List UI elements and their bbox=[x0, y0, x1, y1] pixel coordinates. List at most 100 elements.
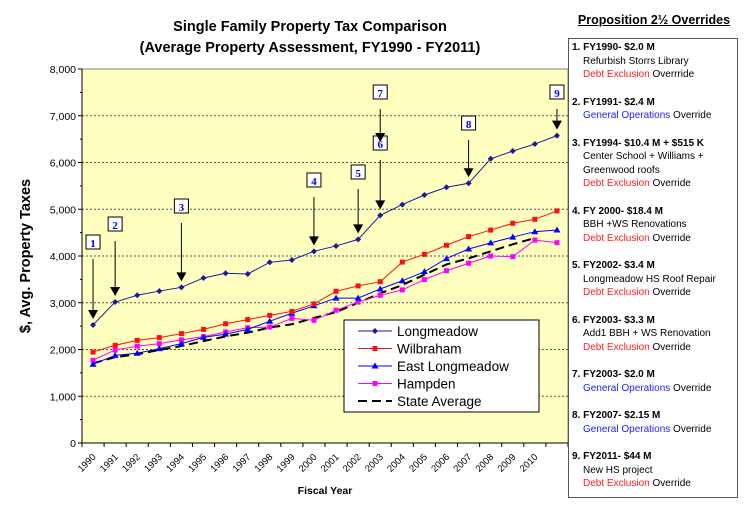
data-point bbox=[134, 292, 141, 299]
data-point bbox=[376, 285, 384, 292]
y-tick-label: 2,000 bbox=[50, 345, 76, 357]
data-point bbox=[200, 333, 207, 340]
data-point bbox=[372, 328, 378, 334]
override-heading: 3. FY1994- $10.4 M + $515 K bbox=[572, 137, 705, 149]
data-point bbox=[134, 343, 140, 349]
x-tick-label: 2007 bbox=[451, 452, 474, 475]
x-tick-label: 1993 bbox=[142, 452, 165, 475]
override-description: Add1 BBH + WS Renovation bbox=[583, 328, 711, 339]
data-point bbox=[112, 342, 118, 348]
arrow-head-icon bbox=[463, 168, 474, 178]
x-tick-label: 1996 bbox=[208, 452, 231, 475]
data-point bbox=[156, 288, 163, 295]
x-tick-label: 1992 bbox=[120, 452, 143, 475]
override-heading: 2. FY1991- $2.4 M bbox=[572, 96, 655, 108]
data-point bbox=[311, 301, 317, 307]
data-point bbox=[289, 308, 295, 314]
annotation-label: 6 bbox=[377, 139, 383, 151]
override-description: Center School + Williams + bbox=[583, 151, 704, 162]
override-type: Debt Exclusion Override bbox=[583, 478, 691, 489]
override-heading: 5. FY2002- $3.4 M bbox=[572, 260, 655, 271]
data-point bbox=[244, 325, 252, 332]
data-point bbox=[399, 259, 405, 265]
override-heading: 6. FY2003- $3.3 M bbox=[572, 314, 655, 326]
annotation-box bbox=[173, 198, 189, 214]
data-point bbox=[310, 248, 317, 255]
x-tick-label: 1991 bbox=[98, 452, 121, 475]
data-point bbox=[531, 228, 539, 235]
annotation-box bbox=[350, 164, 366, 180]
data-point bbox=[89, 360, 97, 367]
data-point bbox=[90, 357, 96, 363]
data-point bbox=[111, 351, 119, 358]
override-item: 5. FY2002- $3.4 M Longmeadow HS Roof Repa… bbox=[572, 259, 734, 300]
data-point bbox=[355, 283, 361, 289]
data-point bbox=[399, 287, 405, 293]
data-point bbox=[443, 255, 450, 262]
legend-label: Hampden bbox=[397, 377, 456, 392]
annotation-label: 1 bbox=[90, 238, 96, 250]
override-heading: 9. FY2011- $44 M bbox=[572, 451, 652, 462]
annotation-1: 1 bbox=[85, 234, 101, 319]
data-point bbox=[266, 259, 273, 266]
data-point bbox=[333, 307, 339, 313]
y-tick-label: 1,000 bbox=[50, 391, 76, 403]
data-point bbox=[289, 315, 295, 321]
data-point bbox=[178, 284, 185, 291]
annotation-6: 6 bbox=[372, 135, 388, 210]
data-point bbox=[399, 201, 406, 208]
override-description: BBH +WS Renovations bbox=[583, 219, 687, 230]
arrow-head-icon bbox=[110, 287, 121, 297]
override-item: 4. FY 2000- $18.4 M BBH +WS Renovations De… bbox=[572, 205, 734, 246]
data-point bbox=[267, 324, 273, 330]
data-point bbox=[90, 321, 97, 328]
annotation-box bbox=[107, 216, 123, 232]
x-axis-label: Fiscal Year bbox=[298, 485, 353, 497]
override-item: 6. FY2003- $3.3 M Add1 BBH + WS Renovatio… bbox=[572, 314, 734, 355]
data-point bbox=[421, 277, 427, 283]
data-point bbox=[553, 132, 560, 139]
data-point bbox=[532, 237, 538, 243]
annotation-label: 7 bbox=[377, 88, 383, 100]
override-description: Longmeadow HS Roof Repair bbox=[583, 273, 716, 285]
data-point bbox=[420, 268, 428, 275]
annotation-box bbox=[306, 172, 322, 188]
arrow-head-icon bbox=[353, 224, 364, 234]
data-point bbox=[465, 180, 472, 187]
data-point bbox=[112, 299, 119, 306]
x-tick-label: 1998 bbox=[253, 452, 276, 475]
data-point bbox=[487, 155, 494, 162]
annotation-8: 8 bbox=[461, 115, 477, 178]
annotation-label: 4 bbox=[311, 176, 317, 188]
data-point bbox=[222, 270, 229, 277]
data-point bbox=[377, 212, 384, 219]
annotation-7: 7 bbox=[372, 84, 388, 142]
arrow-head-icon bbox=[375, 200, 386, 210]
data-point bbox=[509, 148, 516, 155]
data-point bbox=[333, 242, 340, 249]
data-point bbox=[133, 349, 141, 356]
overrides-list: 1. FY1990- $2.0 M Refurbish Storrs Librar… bbox=[568, 38, 738, 498]
legend-label: Longmeadow bbox=[397, 324, 478, 339]
y-tick-label: 0 bbox=[70, 438, 76, 450]
data-point bbox=[223, 321, 229, 327]
data-point bbox=[554, 208, 560, 214]
override-heading: 7. FY2003- $2.0 M bbox=[572, 369, 655, 380]
data-point bbox=[377, 292, 383, 298]
data-point bbox=[112, 347, 118, 353]
data-point bbox=[444, 242, 449, 248]
legend-label: East Longmeadow bbox=[397, 359, 509, 374]
annotation-4: 4 bbox=[306, 172, 322, 246]
data-point bbox=[178, 331, 184, 337]
x-tick-label: 2003 bbox=[363, 452, 386, 475]
override-type: Debt Exclusion Overrride bbox=[583, 69, 695, 80]
series-wilbraham bbox=[90, 208, 560, 355]
arrow-head-icon bbox=[88, 309, 99, 319]
x-tick-label: 1995 bbox=[186, 452, 209, 475]
data-point bbox=[532, 216, 538, 222]
x-tick-label: 1997 bbox=[231, 452, 254, 475]
data-point bbox=[288, 256, 295, 263]
x-tick-label: 2008 bbox=[474, 452, 497, 475]
y-tick-label: 4,000 bbox=[50, 251, 76, 263]
data-point bbox=[510, 254, 516, 260]
